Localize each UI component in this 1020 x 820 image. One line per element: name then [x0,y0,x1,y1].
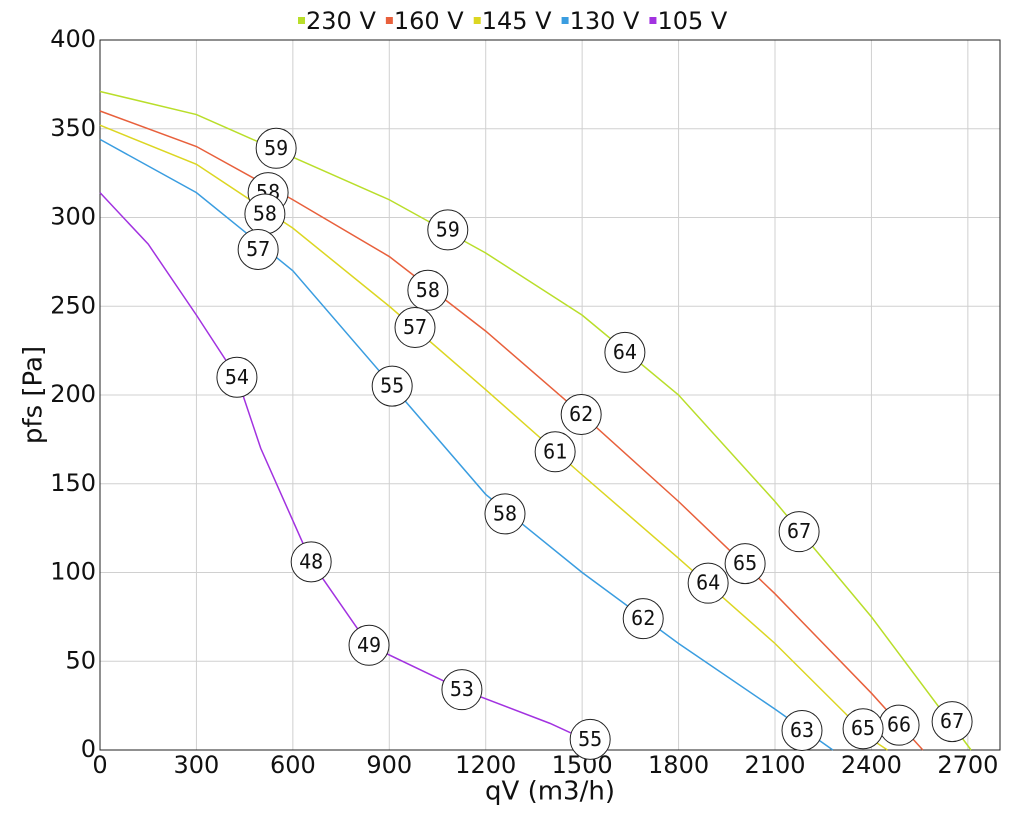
annotation-label: 64 [613,340,637,364]
annotation-label: 59 [264,136,288,160]
y-tick-label: 50 [65,646,96,674]
y-tick-label: 150 [50,469,96,497]
annotation-circle [931,701,973,743]
annotation-label: 54 [225,365,249,389]
annotation-circle [216,356,258,398]
annotation-circle [427,209,469,251]
annotation-circle [569,718,611,760]
y-tick-label: 300 [50,203,96,231]
annotation-circle [237,228,279,270]
annotation-label: 58 [416,278,440,302]
y-tick-label: 400 [50,25,96,53]
annotation-label: 58 [493,501,517,525]
legend-label: 105 V [657,7,727,35]
annotation-label: 59 [436,217,460,241]
annotation-circle [622,598,664,640]
annotation-circle [407,269,449,311]
annotation-label: 64 [696,571,720,595]
x-axis-label: qV (m3/h) [485,777,615,807]
x-tick-label: 300 [174,751,220,779]
x-tick-label: 0 [92,751,107,779]
series-line [99,138,834,751]
annotation-label: 67 [940,709,964,733]
annotation-circle [255,127,297,169]
annotation-label: 61 [543,439,567,463]
annotation-circle [724,543,766,585]
y-tick-label: 250 [50,291,96,319]
legend-label: 160 V [394,7,464,35]
annotation-label: 65 [733,551,757,575]
annotation-label: 67 [787,519,811,543]
annotation-label: 65 [851,716,875,740]
y-tick-label: 350 [50,114,96,142]
y-axis-label: pfs [Pa] [19,346,49,444]
annotation-label: 48 [299,549,323,573]
x-tick-label: 2400 [841,751,902,779]
legend-swatch [561,17,569,24]
x-tick-label: 900 [366,751,412,779]
series-line [99,124,888,751]
annotation-label: 66 [887,713,911,737]
legend-swatch [649,17,657,24]
annotation-circle [842,708,884,750]
annotation-label: 49 [357,633,381,657]
annotation-label: 55 [380,374,404,398]
legend-swatch [298,17,305,24]
annotation-circle [484,493,526,535]
y-tick-label: 200 [50,380,96,408]
annotation-label: 62 [569,402,593,426]
annotation-label: 53 [450,677,474,701]
x-tick-label: 600 [270,751,316,779]
annotation-label: 55 [578,727,602,751]
annotation-circle [290,541,332,583]
plot-frame [99,39,1001,751]
annotation-label: 58 [253,201,277,225]
x-tick-label: 1200 [455,751,516,779]
annotation-circle [778,511,820,553]
series-line [99,192,609,751]
x-tick-label: 1800 [648,751,709,779]
annotation-label: 62 [631,606,655,630]
annotation-label: 57 [246,237,270,261]
legend-label: 130 V [570,7,640,35]
annotation-circle [687,562,729,604]
annotation-circle [394,307,436,349]
y-tick-label: 0 [81,735,96,763]
series-line [99,110,924,751]
y-tick-label: 100 [50,558,96,586]
annotation-circle [781,709,823,751]
annotation-circle [604,331,646,373]
legend-label: 145 V [482,7,552,35]
annotation-circle [560,394,602,436]
x-tick-label: 2100 [744,751,805,779]
legend-swatch [385,17,393,24]
series-line [99,90,972,751]
legend-swatch [473,17,481,24]
x-tick-label: 2700 [937,751,998,779]
annotation-label: 57 [403,315,427,339]
annotation-circle [371,365,413,407]
annotation-label: 63 [790,718,814,742]
legend-label: 230 V [306,7,376,35]
annotation-circle [441,669,483,711]
annotation-circle [534,431,576,473]
annotation-circle [348,624,390,666]
